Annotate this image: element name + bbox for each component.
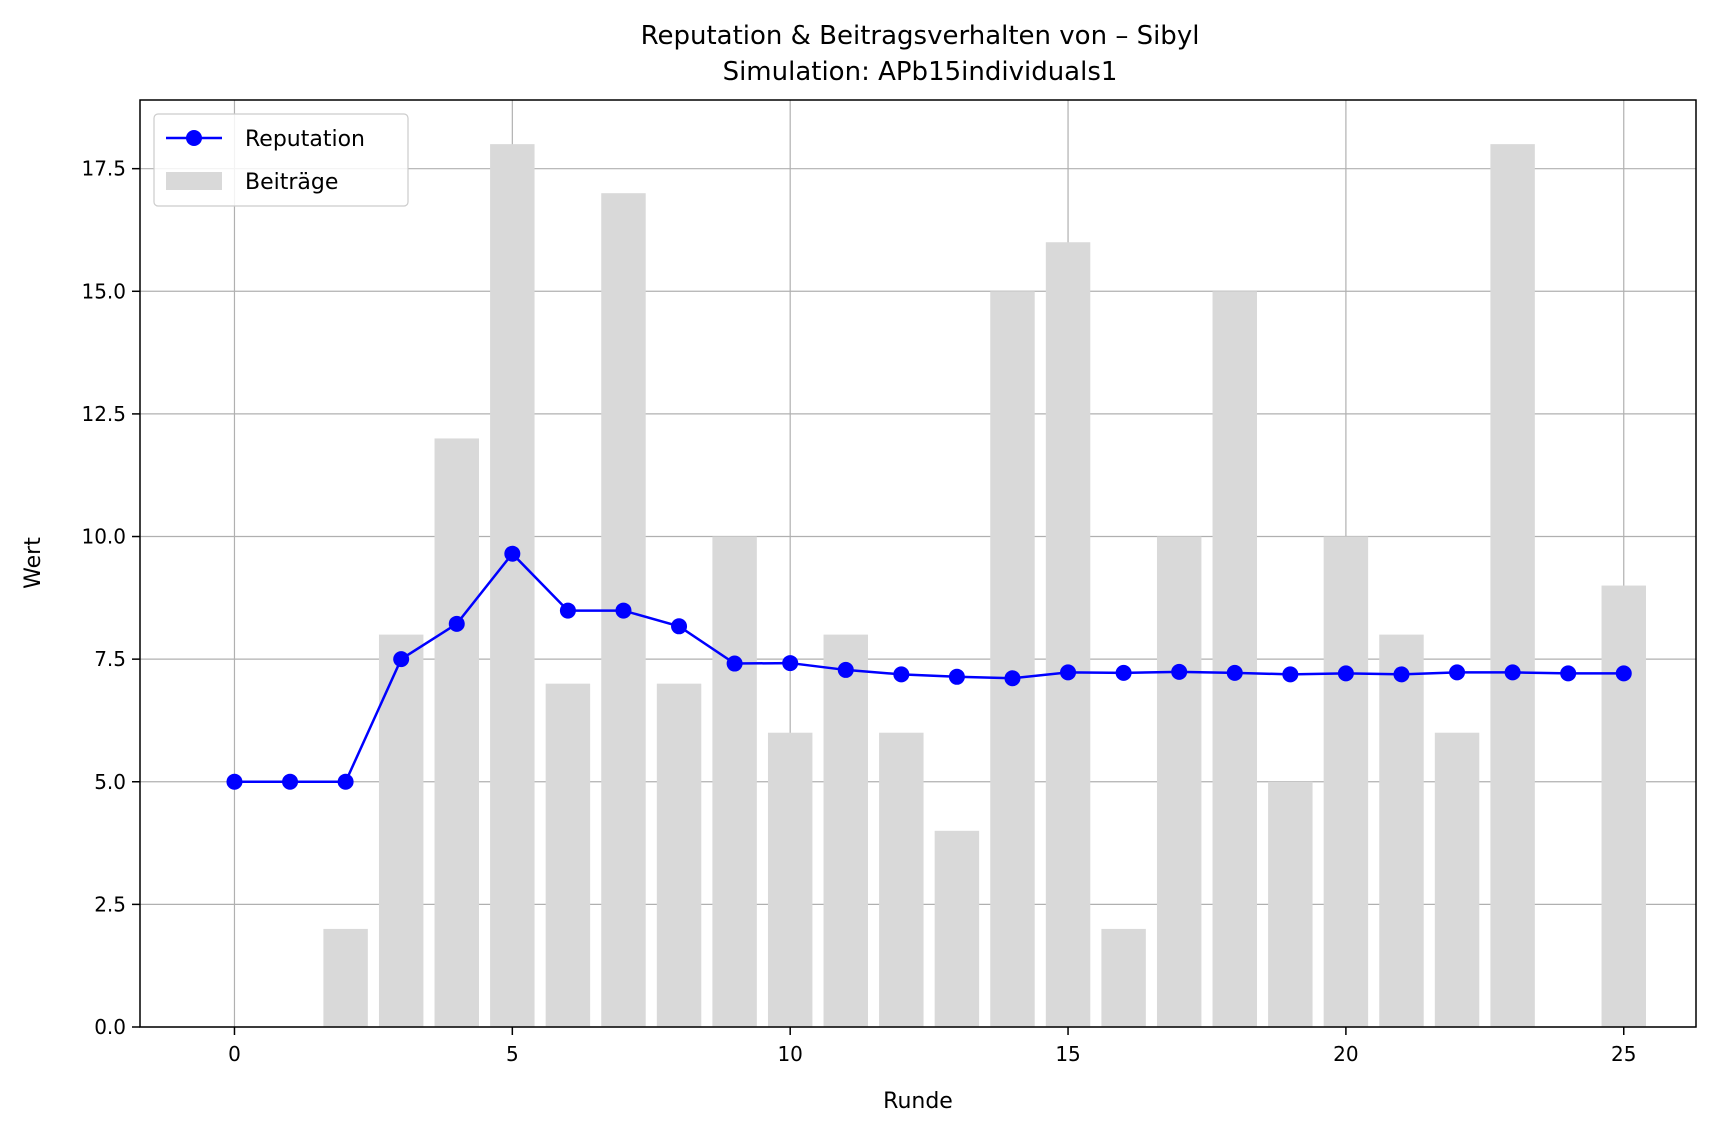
reputation-point bbox=[559, 602, 576, 619]
x-tick-label: 15 bbox=[1055, 1042, 1080, 1066]
x-tick-label: 5 bbox=[506, 1042, 519, 1066]
y-tick-label: 0.0 bbox=[94, 1015, 126, 1039]
bar bbox=[1268, 781, 1313, 1027]
bar bbox=[378, 634, 424, 1027]
reputation-point bbox=[1115, 664, 1132, 681]
reputation-point bbox=[1282, 666, 1299, 683]
x-axis-label: Runde bbox=[883, 1089, 953, 1114]
reputation-point bbox=[893, 666, 910, 683]
bar bbox=[1601, 585, 1646, 1027]
reputation-point bbox=[1171, 663, 1188, 680]
bar bbox=[323, 928, 368, 1027]
reputation-point bbox=[1337, 665, 1354, 682]
bar bbox=[1045, 242, 1091, 1027]
reputation-point bbox=[726, 655, 743, 672]
legend: Reputation Beiträge bbox=[153, 113, 409, 207]
y-tick-label: 10.0 bbox=[81, 525, 126, 549]
bar bbox=[767, 732, 813, 1027]
bar bbox=[1379, 634, 1424, 1027]
x-tick-label: 10 bbox=[777, 1042, 802, 1066]
reputation-point bbox=[1449, 664, 1466, 681]
y-axis-label: Wert bbox=[21, 537, 46, 589]
bars-group bbox=[323, 144, 1646, 1028]
bar bbox=[1212, 291, 1257, 1027]
legend-label-beitraege: Beiträge bbox=[245, 170, 338, 195]
reputation-point bbox=[1226, 664, 1243, 681]
bar bbox=[1490, 144, 1535, 1028]
reputation-point bbox=[837, 661, 854, 678]
x-axis: 0 5 10 15 20 25 bbox=[228, 1027, 1636, 1066]
x-tick-label: 25 bbox=[1611, 1042, 1636, 1066]
bar bbox=[934, 830, 980, 1027]
bar bbox=[1323, 536, 1369, 1027]
bar bbox=[990, 291, 1035, 1027]
bar bbox=[434, 438, 479, 1027]
y-tick-label: 12.5 bbox=[81, 402, 126, 426]
reputation-point bbox=[1004, 670, 1021, 687]
chart-subtitle: Simulation: APb15individuals1 bbox=[723, 57, 1118, 87]
bar bbox=[879, 732, 924, 1027]
reputation-point bbox=[1060, 664, 1077, 681]
bar bbox=[490, 144, 535, 1028]
reputation-point bbox=[948, 668, 965, 685]
bar bbox=[1101, 928, 1146, 1027]
legend-point-marker bbox=[186, 130, 202, 146]
chart-title: Reputation & Beitragsverhalten von – Sib… bbox=[641, 21, 1200, 51]
y-axis: 0.0 2.5 5.0 7.5 10.0 12.5 15.0 17.5 bbox=[81, 157, 140, 1039]
reputation-point bbox=[337, 773, 354, 790]
reputation-point bbox=[1504, 664, 1521, 681]
reputation-point bbox=[226, 773, 243, 790]
reputation-point bbox=[1393, 666, 1410, 683]
legend-bar-marker bbox=[166, 172, 222, 190]
plot-frame bbox=[139, 99, 1697, 1028]
y-tick-label: 17.5 bbox=[81, 157, 126, 181]
reputation-point bbox=[671, 618, 688, 635]
reputation-point bbox=[282, 773, 299, 790]
reputation-point bbox=[782, 655, 799, 672]
reputation-line bbox=[234, 551, 1624, 784]
reputation-point bbox=[393, 651, 410, 668]
reputation-point bbox=[1560, 665, 1577, 682]
y-tick-label: 7.5 bbox=[94, 647, 126, 671]
bar bbox=[823, 634, 868, 1027]
reputation-point bbox=[1615, 665, 1632, 682]
reputation-point bbox=[615, 602, 632, 619]
legend-label-reputation: Reputation bbox=[245, 127, 365, 152]
y-tick-label: 5.0 bbox=[94, 770, 126, 794]
y-tick-label: 2.5 bbox=[94, 892, 126, 916]
bar bbox=[1156, 536, 1202, 1027]
y-tick-label: 15.0 bbox=[81, 279, 126, 303]
bar bbox=[545, 683, 591, 1027]
reputation-point bbox=[504, 545, 521, 562]
bar bbox=[656, 683, 702, 1027]
x-tick-label: 20 bbox=[1333, 1042, 1358, 1066]
x-tick-label: 0 bbox=[228, 1042, 241, 1066]
line-group bbox=[226, 545, 1632, 790]
reputation-point bbox=[448, 615, 465, 632]
bar bbox=[1434, 732, 1480, 1027]
bar bbox=[712, 536, 757, 1027]
